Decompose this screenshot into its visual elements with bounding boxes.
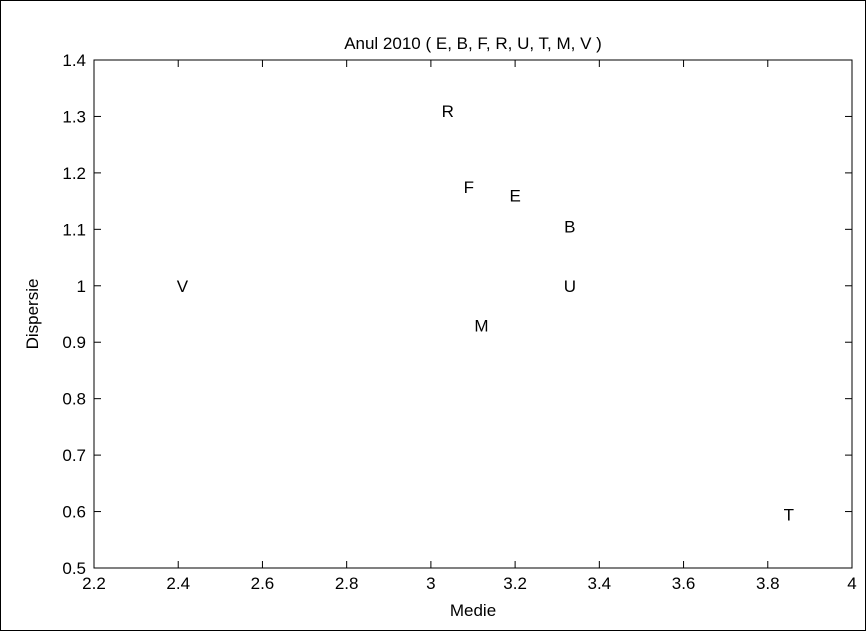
y-axis-label: Dispersie [23,279,42,350]
x-tick-label: 2.2 [82,574,106,593]
x-tick-label: 2.8 [335,574,359,593]
y-tick-label: 1.2 [62,164,86,183]
data-point-b: B [564,218,575,237]
x-tick-label: 2.4 [166,574,190,593]
data-point-m: M [474,316,488,335]
plot-box [93,59,853,569]
data-point-r: R [442,102,454,121]
x-axis-ticks: 2.2 2.4 2.6 2.8 3 3.2 3.4 3.6 3.8 4 [82,60,857,593]
x-tick-label: 3.4 [588,574,612,593]
y-tick-label: 1.3 [62,107,86,126]
y-tick-label: 0.7 [62,446,86,465]
y-axis-ticks: 0.5 0.6 0.7 0.8 0.9 1 1.1 1.2 1.3 1.4 [62,51,852,578]
data-point-f: F [464,178,474,197]
y-tick-label: 1.1 [62,220,86,239]
x-tick-label: 3.2 [503,574,527,593]
y-tick-label: 0.9 [62,333,86,352]
x-tick-label: 3.6 [672,574,696,593]
y-tick-label: 0.5 [62,559,86,578]
data-point-v: V [177,277,189,296]
data-point-u: U [564,277,576,296]
y-tick-label: 0.8 [62,390,86,409]
y-tick-label: 0.6 [62,503,86,522]
chart-title: Anul 2010 ( E, B, F, R, U, T, M, V ) [344,34,602,53]
y-tick-label: 1 [77,277,86,296]
x-tick-label: 3.8 [756,574,780,593]
x-tick-label: 2.6 [251,574,275,593]
x-tick-label: 3 [426,574,435,593]
axes [93,59,853,569]
data-point-t: T [784,505,794,524]
x-axis-label: Medie [450,601,496,620]
data-points: E B F R U T M V [177,102,794,525]
data-point-e: E [509,186,520,205]
y-tick-label: 1.4 [62,51,86,70]
x-tick-label: 4 [847,574,856,593]
